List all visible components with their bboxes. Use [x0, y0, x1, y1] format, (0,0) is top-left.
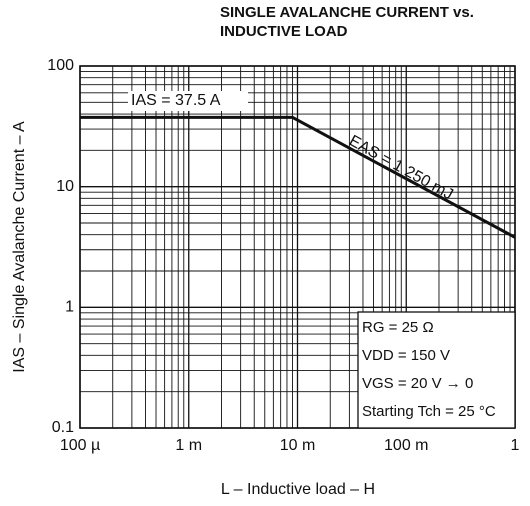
condition: VGS = 20 V → 0 [362, 375, 473, 392]
condition: Starting Tch = 25 °C [362, 403, 496, 420]
label-bg [128, 91, 248, 111]
x-tick-label: 100 µ [60, 437, 100, 454]
x-tick-label: 10 m [280, 437, 316, 454]
x-axis-label: L – Inductive load – H [221, 481, 375, 498]
y-tick-label: 1 [65, 299, 74, 316]
condition: RG = 25 Ω [362, 319, 434, 336]
y-axis-label: IAS – Single Avalanche Current – A [11, 121, 28, 373]
y-tick-label: 100 [47, 57, 74, 74]
x-tick-label: 1 m [175, 437, 202, 454]
y-tick-label: 10 [56, 178, 74, 195]
annotation: IAS = 37.5 A [131, 92, 221, 109]
chart-title: SINGLE AVALANCHE CURRENT vs. [220, 4, 474, 21]
conditions-box [357, 311, 516, 429]
x-tick-label: 100 m [384, 437, 428, 454]
y-tick-label: 0.1 [52, 419, 74, 436]
chart-title: INDUCTIVE LOAD [220, 23, 348, 40]
x-tick-label: 1 [511, 437, 520, 454]
data-line [80, 115, 516, 239]
condition: VDD = 150 V [362, 347, 450, 364]
plot-frame [79, 65, 516, 429]
